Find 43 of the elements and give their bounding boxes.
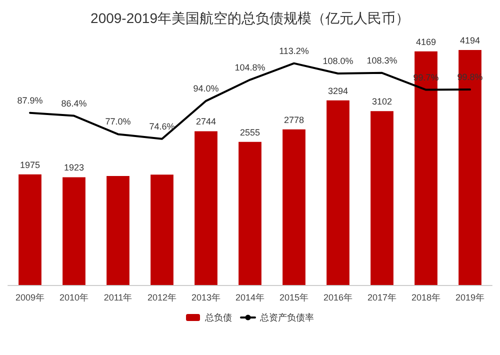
x-tick-label: 2018年 (411, 292, 441, 302)
data-label: 1975 (20, 160, 40, 170)
bar (282, 129, 306, 285)
bar (194, 131, 218, 285)
data-label: 3294 (328, 86, 348, 96)
x-tick-label: 2016年 (323, 292, 353, 302)
legend-label: 总资产负债率 (259, 312, 314, 322)
bar (326, 100, 350, 285)
data-label: 108.3% (366, 55, 398, 66)
x-tick-label: 2014年 (235, 292, 265, 302)
data-label: 87.9% (17, 95, 43, 106)
x-tick-label: 2011年 (104, 292, 132, 302)
bar (370, 111, 394, 285)
data-label: 74.6% (149, 121, 175, 132)
data-label: 1923 (64, 162, 84, 173)
data-label: 2555 (240, 127, 260, 138)
x-tick-label: 2019年 (455, 292, 485, 302)
data-label: 113.2% (279, 46, 309, 56)
chart-title: 2009-2019年美国航空的总负债规模（亿元人民币） (90, 10, 410, 26)
x-tick-label: 2013年 (191, 292, 221, 302)
bar (458, 50, 482, 285)
x-tick-label: 2017年 (367, 292, 397, 302)
x-tick-label: 2009年 (15, 292, 45, 302)
data-label: 86.4% (61, 98, 87, 108)
x-tick-label: 2015年 (279, 292, 309, 302)
data-label: 77.0% (105, 116, 131, 127)
data-label: 3102 (372, 96, 392, 107)
bar (18, 174, 42, 285)
x-tick-label: 2012年 (147, 292, 177, 302)
data-label: 2744 (196, 116, 216, 127)
data-label: 108.0% (322, 56, 354, 66)
bar (238, 142, 262, 285)
data-label: 4194 (460, 36, 480, 46)
bar (62, 177, 86, 285)
bar (106, 176, 130, 285)
legend-label: 总负债 (204, 312, 232, 322)
bar (150, 174, 174, 285)
data-label: 104.8% (234, 62, 266, 72)
data-label: 94.0% (193, 83, 219, 94)
x-tick-label: 2010年 (59, 292, 89, 302)
bar (414, 51, 438, 285)
data-label: 2778 (284, 114, 304, 125)
data-label: 4169 (416, 36, 436, 47)
